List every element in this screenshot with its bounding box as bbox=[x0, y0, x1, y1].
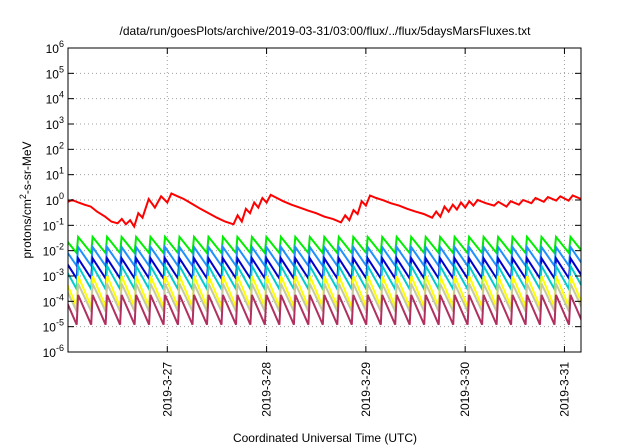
y-axis-label-sup: 2 bbox=[18, 194, 28, 199]
x-tick-label: 2019-3-28 bbox=[260, 362, 274, 417]
series-line bbox=[68, 294, 581, 326]
x-tick-label: 2019-3-27 bbox=[160, 362, 174, 417]
series-line bbox=[68, 192, 581, 229]
y-tick-label: 103 bbox=[46, 115, 64, 132]
series-line bbox=[68, 262, 581, 293]
x-tick-label: 2019-3-30 bbox=[458, 362, 472, 417]
x-axis-label: Coordinated Universal Time (UTC) bbox=[233, 431, 417, 445]
y-tick-label: 105 bbox=[46, 64, 64, 81]
x-axis-ticks: 2019-3-27 2019-3-28 2019-3-29 2019-3-30 2019… bbox=[160, 48, 571, 417]
series-line bbox=[68, 283, 581, 312]
series-line bbox=[68, 234, 581, 256]
series-lines bbox=[68, 192, 581, 326]
y-tick-label: 10-6 bbox=[43, 343, 64, 360]
series-line bbox=[68, 255, 581, 282]
chart-title: /data/run/goesPlots/archive/2019-03-31/0… bbox=[120, 24, 532, 38]
y-tick-label: 10-3 bbox=[43, 267, 64, 284]
x-tick-label: 2019-3-31 bbox=[557, 362, 571, 417]
x-tick-label: 2019-3-29 bbox=[359, 362, 373, 417]
y-tick-label: 10-5 bbox=[43, 318, 64, 335]
y-tick-label: 10-2 bbox=[43, 242, 64, 259]
y-axis-ticks: 106 105 104 103 102 101 100 10-1 10-2 10-3 10-4 10-… bbox=[43, 39, 581, 360]
y-tick-label: 104 bbox=[46, 90, 64, 107]
y-tick-label: 102 bbox=[46, 140, 64, 157]
y-tick-label: 100 bbox=[46, 191, 64, 208]
series-line bbox=[68, 244, 581, 269]
y-axis-label: protons/cm2-s-sr-MeV bbox=[18, 141, 34, 258]
y-tick-label: 106 bbox=[46, 39, 64, 56]
y-axis-label-base: protons/cm bbox=[20, 199, 34, 258]
y-tick-label: 10-4 bbox=[43, 292, 64, 309]
y-axis-label-rest: -s-sr-MeV bbox=[20, 141, 34, 194]
y-tick-label: 101 bbox=[46, 166, 64, 183]
y-tick-label: 10-1 bbox=[43, 216, 64, 233]
series-line bbox=[68, 275, 581, 308]
